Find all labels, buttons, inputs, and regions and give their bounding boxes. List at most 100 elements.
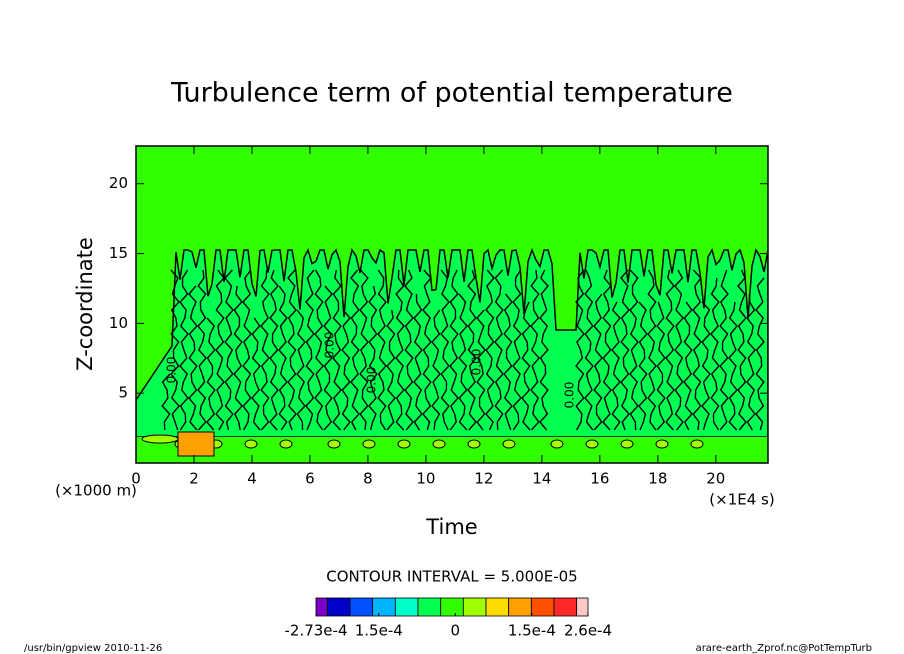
contour-line [197, 269, 207, 431]
contour-line [467, 269, 477, 431]
surface-blob [550, 439, 564, 449]
contour-line [233, 285, 243, 431]
contour-line [485, 269, 495, 431]
contour-line [314, 269, 324, 431]
colorbar-box [349, 597, 374, 617]
contour-line [251, 317, 261, 431]
colorbar-label: 1.5e-4 [508, 622, 556, 640]
contour-line [215, 269, 225, 431]
contour-line [269, 269, 279, 431]
y-tick-label: 10 [109, 314, 128, 332]
surface-blob [397, 439, 411, 449]
contour-line [359, 269, 369, 431]
contour-interval: CONTOUR INTERVAL = 5.000E-05 [326, 568, 577, 586]
x-unit: (×1E4 s) [709, 491, 774, 509]
contour-line [377, 269, 387, 431]
contour-line [683, 301, 693, 431]
footer-left: /usr/bin/gpview 2010-11-26 [24, 643, 162, 654]
contour-line [710, 277, 720, 431]
colorbar-label: 0 [451, 622, 461, 640]
contour-line [674, 269, 684, 431]
field: 0.00 0.00 0.00 0.00 0.00 [136, 146, 768, 463]
chart-title: Turbulence term of potential temperature [170, 78, 733, 109]
plot-frame [135, 145, 769, 464]
colorbar-box [372, 597, 396, 617]
contour-line [638, 301, 648, 431]
contour-line [494, 269, 504, 431]
contour-line [305, 269, 315, 431]
x-tick-label: 2 [189, 470, 199, 488]
colorbar-box [462, 597, 487, 617]
x-tick-label: 18 [648, 470, 667, 488]
contour-line [647, 269, 657, 431]
x-tick-label: 0 [131, 470, 141, 488]
contour-line [476, 309, 486, 431]
surface-blob [432, 439, 446, 449]
surface-blob [279, 439, 293, 449]
contour-line [746, 293, 756, 431]
surface-layer [136, 437, 768, 463]
colorbar-box [326, 597, 351, 617]
contour-line [287, 269, 297, 431]
contour-line [656, 301, 666, 431]
contour-line [422, 269, 432, 431]
colorbar-box [417, 597, 442, 617]
contour-line [431, 309, 441, 431]
x-tick-label: 12 [474, 470, 493, 488]
contour-line [206, 317, 216, 431]
contour-line [341, 309, 351, 431]
contour-line [350, 269, 360, 431]
contour-line [161, 373, 171, 431]
contour-line [719, 269, 729, 431]
contour-line [629, 269, 639, 431]
contour-label: 0.00 [165, 357, 179, 384]
contour-label: 0.00 [470, 349, 484, 376]
contour-line [530, 269, 540, 431]
colorbar-box [440, 597, 464, 617]
contour-line [440, 269, 450, 431]
contour-line [512, 269, 522, 431]
contour-line [386, 309, 396, 431]
x-tick-label: 14 [532, 470, 551, 488]
surface-blob [502, 439, 516, 449]
contour-line [602, 269, 612, 431]
colorbar-box [576, 597, 589, 617]
contour-label: 0.00 [365, 367, 379, 394]
colorbar-box [530, 597, 555, 617]
x-tick-label: 4 [247, 470, 257, 488]
colorbar-label: 1.5e-4 [355, 622, 403, 640]
y-tick-label: 5 [118, 384, 128, 402]
contour-line [296, 309, 306, 431]
contour-line [593, 293, 603, 431]
contour-line [458, 293, 468, 431]
surface-blob [327, 439, 341, 449]
y-tick-label: 20 [109, 174, 128, 192]
surface-blob [244, 439, 258, 449]
contour-line [242, 269, 252, 431]
contour-label: 0.00 [563, 382, 577, 409]
contour-line [692, 269, 702, 431]
contour-line [278, 285, 288, 431]
y-unit: (×1000 m) [55, 482, 137, 500]
colorbar-box [553, 597, 578, 617]
surface-hotspot [177, 431, 215, 457]
x-tick-label: 10 [416, 470, 435, 488]
x-tick-label: 16 [590, 470, 609, 488]
contour-line [260, 269, 270, 431]
y-axis-label: Z-coordinate [73, 237, 97, 371]
surface-blob [620, 439, 634, 449]
contour-line [737, 269, 747, 431]
surface-cold [141, 434, 179, 444]
colorbar-box [485, 597, 510, 617]
contour-line [188, 285, 198, 431]
colorbar-label: 2.6e-4 [564, 622, 612, 640]
contour-line [323, 285, 333, 431]
colorbar-box [315, 597, 328, 617]
x-tick-label: 6 [305, 470, 315, 488]
contour-line [701, 301, 711, 431]
contour-line [728, 301, 738, 431]
x-axis-label: Time [425, 515, 477, 539]
colorbar-label: -2.73e-4 [285, 622, 348, 640]
contour-line [170, 269, 180, 431]
